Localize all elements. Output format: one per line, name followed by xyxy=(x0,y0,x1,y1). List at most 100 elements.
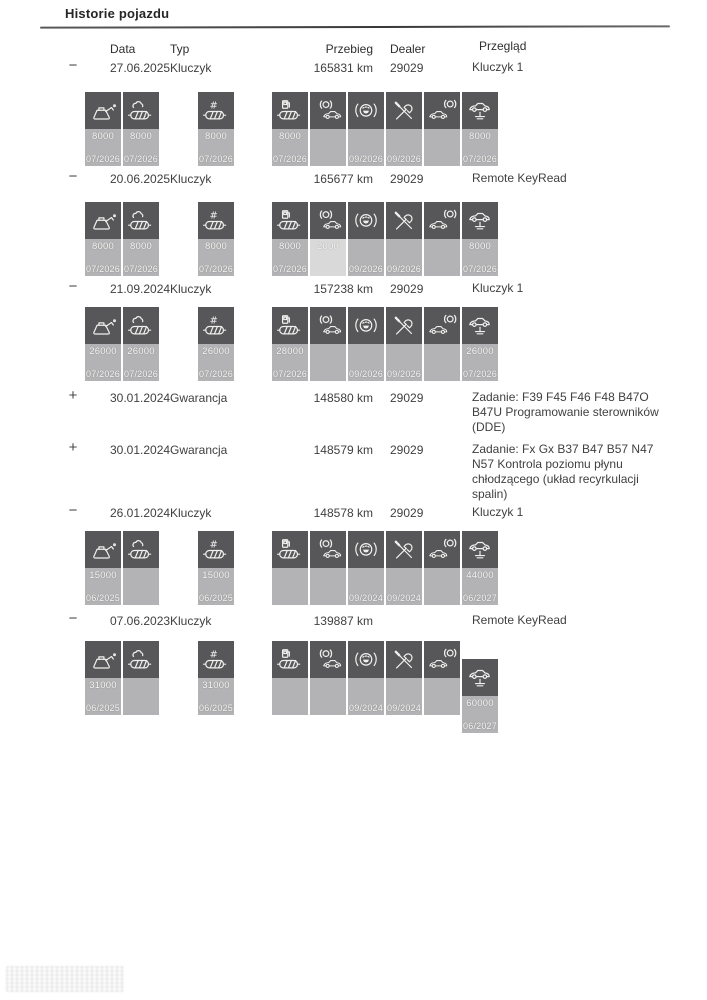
service-tile-brake-fluid: 09/2026 xyxy=(348,92,384,166)
tile-values xyxy=(310,129,346,166)
mileage-cell: 157238 km xyxy=(313,282,373,296)
fuel-filter-icon xyxy=(272,307,308,344)
tile-values xyxy=(272,568,308,605)
tile-due-date: 09/2026 xyxy=(349,369,383,379)
expand-toggle[interactable]: − xyxy=(68,502,78,519)
service-tile-vehicle-check: 09/2024 xyxy=(386,641,422,715)
vehicle-inspection-icon xyxy=(462,92,498,129)
tile-values: 26000 07/2026 xyxy=(198,344,234,381)
service-tile-oil-can: 31000 06/2025 xyxy=(85,641,121,715)
inspection-cell: Kluczyk 1 xyxy=(472,281,660,296)
service-tile-fuel-filter: 8000 07/2026 xyxy=(272,202,308,276)
tile-due-date: 06/2027 xyxy=(463,721,497,731)
tile-values: 60000 06/2027 xyxy=(462,696,498,733)
expand-toggle[interactable]: − xyxy=(68,168,78,185)
tile-values: 8000 07/2026 xyxy=(123,239,159,276)
tile-due-date: 09/2026 xyxy=(387,264,421,274)
tile-remaining-km: 8000 xyxy=(92,241,114,252)
service-tile-vehicle-inspection: 8000 07/2026 xyxy=(462,202,498,276)
tile-values xyxy=(424,568,460,605)
tile-due-date: 09/2026 xyxy=(387,369,421,379)
tile-values: 44000 06/2027 xyxy=(462,568,498,605)
inspection-line: (DDE) xyxy=(472,420,506,434)
mileage-cell: 148579 km xyxy=(313,443,373,457)
date-cell: 27.06.2025 xyxy=(110,61,171,75)
svg-text:#: # xyxy=(210,210,218,221)
type-cell: Kluczyk xyxy=(170,172,212,186)
date-cell: 20.06.2025 xyxy=(110,172,171,186)
inspection-line: Remote KeyRead xyxy=(472,171,567,185)
tile-due-date: 07/2026 xyxy=(199,369,233,379)
service-tile-microfilter: #8000 07/2026 xyxy=(198,202,234,276)
mileage-cell: 139887 km xyxy=(313,614,373,628)
oil-can-icon xyxy=(85,531,121,568)
expand-toggle[interactable]: − xyxy=(68,278,78,295)
service-tile-microfilter: #31000 06/2025 xyxy=(198,641,234,715)
service-tile-oil-can: 15000 06/2025 xyxy=(85,531,121,605)
tile-remaining-km: 2000 xyxy=(317,241,339,252)
oil-can-icon xyxy=(85,202,121,239)
service-tile-oil-can: 8000 07/2026 xyxy=(85,92,121,166)
tile-remaining-km: 26000 xyxy=(89,346,117,357)
page-title: Historie pojazdu xyxy=(65,6,170,21)
dealer-cell: 29029 xyxy=(390,172,424,186)
tile-values: 09/2026 xyxy=(386,239,422,276)
tile-due-date: 07/2026 xyxy=(463,264,497,274)
column-header-przebieg: Przebieg xyxy=(325,42,373,56)
service-tile-front-brake-pads: 2000 xyxy=(310,202,346,276)
service-tile-vehicle-check: 09/2024 xyxy=(386,531,422,605)
mileage-cell: 165677 km xyxy=(313,172,373,186)
tile-values: 15000 06/2025 xyxy=(198,568,234,605)
service-tile-front-brake-pads xyxy=(310,641,346,715)
column-header-dealer: Dealer xyxy=(390,42,426,56)
tile-due-date: 09/2024 xyxy=(349,593,383,603)
tile-due-date: 06/2025 xyxy=(86,703,120,713)
inspection-cell: Kluczyk 1 xyxy=(472,505,660,520)
tile-values: 8000 07/2026 xyxy=(462,239,498,276)
expand-toggle[interactable]: + xyxy=(68,387,78,404)
type-cell: Kluczyk xyxy=(170,614,212,628)
date-cell: 26.01.2024 xyxy=(110,506,171,520)
service-tile-front-brake-pads xyxy=(310,307,346,381)
service-tile-vehicle-check: 09/2026 xyxy=(386,92,422,166)
vehicle-inspection-icon xyxy=(462,307,498,344)
front-brake-pads-icon xyxy=(310,531,346,568)
vehicle-check-icon xyxy=(386,641,422,678)
tile-due-date: 09/2026 xyxy=(349,264,383,274)
inspection-cell: Zadanie: F39 F45 F46 F48 B47O B47U Progra… xyxy=(472,390,660,435)
tile-values: 2000 xyxy=(310,239,346,276)
brake-fluid-icon xyxy=(348,92,384,129)
inspection-cell: Remote KeyRead xyxy=(472,171,660,186)
tile-due-date: 06/2025 xyxy=(199,703,233,713)
front-brake-pads-icon xyxy=(310,641,346,678)
type-cell: Kluczyk xyxy=(170,61,212,75)
service-tile-rear-brake-pads xyxy=(424,92,460,166)
tile-values xyxy=(310,344,346,381)
tile-due-date: 07/2026 xyxy=(199,154,233,164)
tile-values: 26000 07/2026 xyxy=(462,344,498,381)
front-brake-pads-icon xyxy=(310,92,346,129)
expand-toggle[interactable]: − xyxy=(68,57,78,74)
tile-remaining-km: 8000 xyxy=(92,131,114,142)
oil-can-icon xyxy=(85,641,121,678)
tile-values: 8000 07/2026 xyxy=(272,129,308,166)
oil-can-icon xyxy=(85,92,121,129)
tile-due-date: 09/2024 xyxy=(349,703,383,713)
inspection-cell: Kluczyk 1 xyxy=(472,60,660,75)
fuel-filter-icon xyxy=(272,531,308,568)
service-tile-brake-fluid: 09/2024 xyxy=(348,531,384,605)
expand-toggle[interactable]: + xyxy=(68,439,78,456)
expand-toggle[interactable]: − xyxy=(68,610,78,627)
inspection-line: Zadanie: F39 F45 F46 F48 B47O xyxy=(472,390,649,404)
tile-values xyxy=(123,568,159,605)
tile-due-date: 06/2025 xyxy=(199,593,233,603)
vehicle-check-icon xyxy=(386,92,422,129)
tile-due-date: 07/2026 xyxy=(124,369,158,379)
exhaust-emission-icon xyxy=(123,202,159,239)
service-tile-fuel-filter: 8000 07/2026 xyxy=(272,92,308,166)
brake-fluid-icon xyxy=(348,202,384,239)
tile-due-date: 07/2026 xyxy=(463,154,497,164)
tile-due-date: 07/2026 xyxy=(86,369,120,379)
tile-values: 09/2024 xyxy=(386,568,422,605)
